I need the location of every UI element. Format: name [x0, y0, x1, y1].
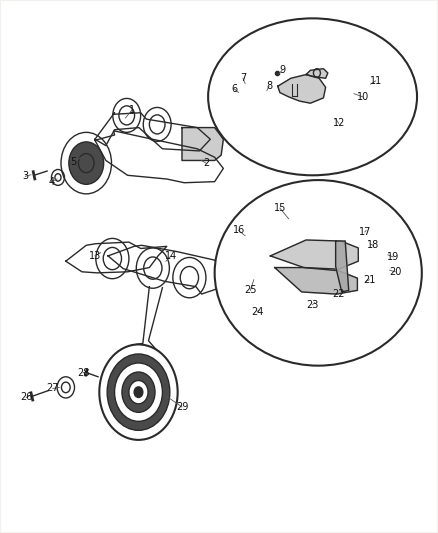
Circle shape — [107, 354, 170, 430]
Text: 4: 4 — [48, 176, 54, 187]
Text: 14: 14 — [165, 251, 177, 261]
Text: 5: 5 — [70, 157, 76, 166]
Text: 23: 23 — [307, 300, 319, 310]
Text: 29: 29 — [176, 402, 188, 412]
Polygon shape — [182, 127, 223, 160]
Text: 6: 6 — [231, 84, 237, 94]
Text: 25: 25 — [244, 285, 257, 295]
Text: 20: 20 — [389, 267, 402, 277]
Text: 16: 16 — [233, 225, 245, 236]
Circle shape — [134, 387, 143, 398]
Text: 24: 24 — [251, 306, 264, 317]
Circle shape — [99, 344, 178, 440]
Text: 7: 7 — [240, 73, 246, 83]
Text: 12: 12 — [332, 118, 345, 128]
Circle shape — [69, 142, 104, 184]
Text: 3: 3 — [22, 172, 28, 181]
Text: 11: 11 — [370, 76, 382, 86]
Circle shape — [115, 363, 162, 421]
Ellipse shape — [208, 18, 417, 175]
Text: 9: 9 — [279, 66, 285, 75]
Text: 17: 17 — [359, 227, 371, 237]
Circle shape — [122, 372, 155, 413]
Text: 27: 27 — [46, 383, 59, 393]
Polygon shape — [275, 268, 357, 294]
Text: 18: 18 — [367, 240, 380, 251]
Text: 19: 19 — [387, 252, 399, 262]
Text: 13: 13 — [89, 251, 101, 261]
Polygon shape — [270, 240, 358, 269]
Text: 26: 26 — [20, 392, 32, 402]
Polygon shape — [336, 241, 349, 292]
Text: 28: 28 — [77, 368, 89, 377]
Polygon shape — [278, 75, 325, 103]
Polygon shape — [306, 69, 328, 78]
Text: 21: 21 — [363, 274, 375, 285]
Ellipse shape — [215, 180, 422, 366]
Circle shape — [129, 381, 148, 404]
Text: 1: 1 — [129, 105, 135, 115]
Text: 22: 22 — [332, 289, 345, 299]
Text: 8: 8 — [266, 81, 272, 91]
Circle shape — [246, 268, 254, 279]
Text: 15: 15 — [274, 203, 286, 213]
Text: 2: 2 — [203, 158, 209, 168]
Text: 10: 10 — [357, 92, 369, 102]
